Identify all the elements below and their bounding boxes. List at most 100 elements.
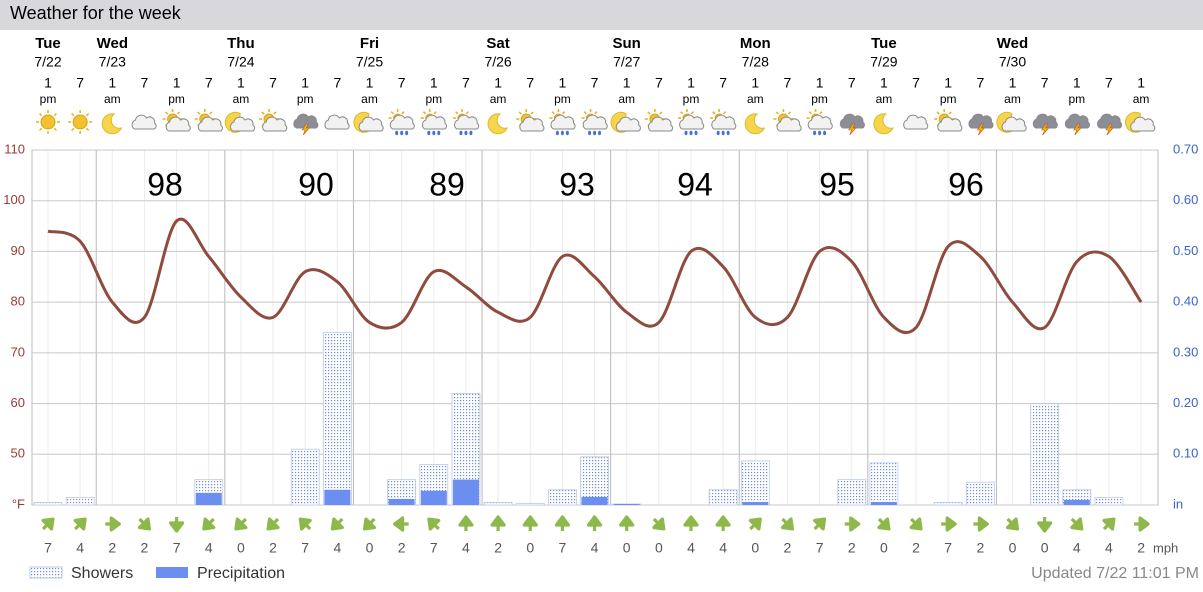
day-label: Sat <box>486 35 509 52</box>
y2-tick-label: 0.10 <box>1173 446 1198 461</box>
sun-ray <box>261 111 265 115</box>
weather-icon <box>710 109 737 136</box>
daily-high: 94 <box>677 166 713 202</box>
wind-arrow <box>652 517 666 531</box>
day-label: Tue <box>35 35 61 52</box>
precipitation-bar <box>613 503 640 505</box>
wind-arrow <box>554 515 571 531</box>
weather-icon <box>259 109 288 132</box>
cloud <box>903 114 929 130</box>
wind-arrow <box>522 515 538 531</box>
moon <box>487 113 509 135</box>
wind-arrow <box>330 517 344 531</box>
meridiem-label: am <box>747 92 764 106</box>
wind-speed: 4 <box>719 540 727 556</box>
hour-label: 1 <box>944 75 952 91</box>
rain-drop <box>427 130 431 136</box>
wind-arrow <box>105 516 121 532</box>
day-label: Tue <box>871 35 897 52</box>
lightning <box>301 123 310 136</box>
showers-bar <box>1030 403 1060 506</box>
date-label: 7/29 <box>870 54 897 70</box>
cloud <box>165 116 191 132</box>
wind-arrow <box>780 517 794 531</box>
page-title: Weather for the week <box>10 3 182 23</box>
wind-speed: 7 <box>173 540 181 556</box>
meridiem-label: pm <box>940 92 957 106</box>
wind-speed: 7 <box>301 540 309 556</box>
y-tick-label: °F <box>12 496 25 511</box>
showers-bar <box>515 503 545 506</box>
day-label: Wed <box>97 35 128 52</box>
sun-ray <box>819 111 823 115</box>
wind-speed: 4 <box>462 540 470 556</box>
hour-label: 1 <box>1073 75 1081 91</box>
weather-icon <box>934 109 963 132</box>
precipitation-bar <box>581 496 608 505</box>
sun-ray <box>948 111 952 115</box>
hour-label: 7 <box>912 75 920 91</box>
weather-icon <box>610 111 641 133</box>
cloud <box>519 116 545 132</box>
sun-ray <box>518 111 522 115</box>
hour-label: 1 <box>1009 75 1017 91</box>
meridiem-label: pm <box>683 92 700 106</box>
legend-swatch-showers <box>29 566 63 579</box>
wind-arrow <box>1037 517 1053 533</box>
precipitation-bar <box>870 501 897 505</box>
rain-drop <box>555 130 559 136</box>
cloud <box>839 113 865 129</box>
showers-bar <box>1094 496 1124 506</box>
wind-arrow <box>748 517 762 531</box>
weather-icon <box>903 114 929 130</box>
wind-speed: 2 <box>269 540 277 556</box>
cloud <box>197 116 223 132</box>
hour-label: 7 <box>591 75 599 91</box>
meridiem-label: am <box>233 92 250 106</box>
wind-speed: 7 <box>430 540 438 556</box>
wind-arrow <box>813 517 827 531</box>
hour-label: 1 <box>816 75 824 91</box>
cloud <box>230 116 256 132</box>
rain-drop <box>684 130 688 136</box>
date-label: 7/22 <box>34 54 61 70</box>
rain-drop <box>469 130 473 136</box>
rain-drop <box>818 130 822 136</box>
wind-speed: 0 <box>1041 540 1049 556</box>
hour-label: 1 <box>1137 75 1145 91</box>
wind-speed: 4 <box>687 540 695 556</box>
weather-icon <box>36 110 60 134</box>
weather-icon <box>388 109 415 136</box>
showers-bar <box>322 332 352 506</box>
weather-icon <box>1064 113 1090 136</box>
y2-tick-label: 0.50 <box>1173 243 1198 258</box>
hour-label: 1 <box>880 75 888 91</box>
cloud <box>615 116 641 132</box>
weather-icon <box>996 111 1027 133</box>
meridiem-label: pm <box>168 92 185 106</box>
daily-high: 95 <box>819 166 855 202</box>
wind-arrow <box>586 515 603 531</box>
meridiem-label: am <box>104 92 121 106</box>
showers-bar <box>33 502 63 506</box>
legend-label: Showers <box>71 565 133 582</box>
cloud <box>421 114 447 130</box>
rain-drop <box>395 130 399 136</box>
legend-label: Precipitation <box>197 565 285 582</box>
sun-ray <box>562 111 566 115</box>
weather-icon <box>487 113 509 135</box>
date-label: 7/28 <box>742 54 769 70</box>
hour-label: 7 <box>141 75 149 91</box>
y2-tick-label: 0.20 <box>1173 395 1198 410</box>
hour-label: 7 <box>333 75 341 91</box>
wind-arrow <box>266 517 280 531</box>
wind-speed: 0 <box>366 540 374 556</box>
sun-ray <box>197 111 201 115</box>
wind-speed: 4 <box>1073 540 1081 556</box>
wind-arrow <box>234 517 248 531</box>
y2-tick-label: 0.30 <box>1173 344 1198 359</box>
wind-speed: 0 <box>237 540 245 556</box>
sun-ray <box>390 111 394 115</box>
wind-speed: 0 <box>880 540 888 556</box>
hour-label: 1 <box>751 75 759 91</box>
